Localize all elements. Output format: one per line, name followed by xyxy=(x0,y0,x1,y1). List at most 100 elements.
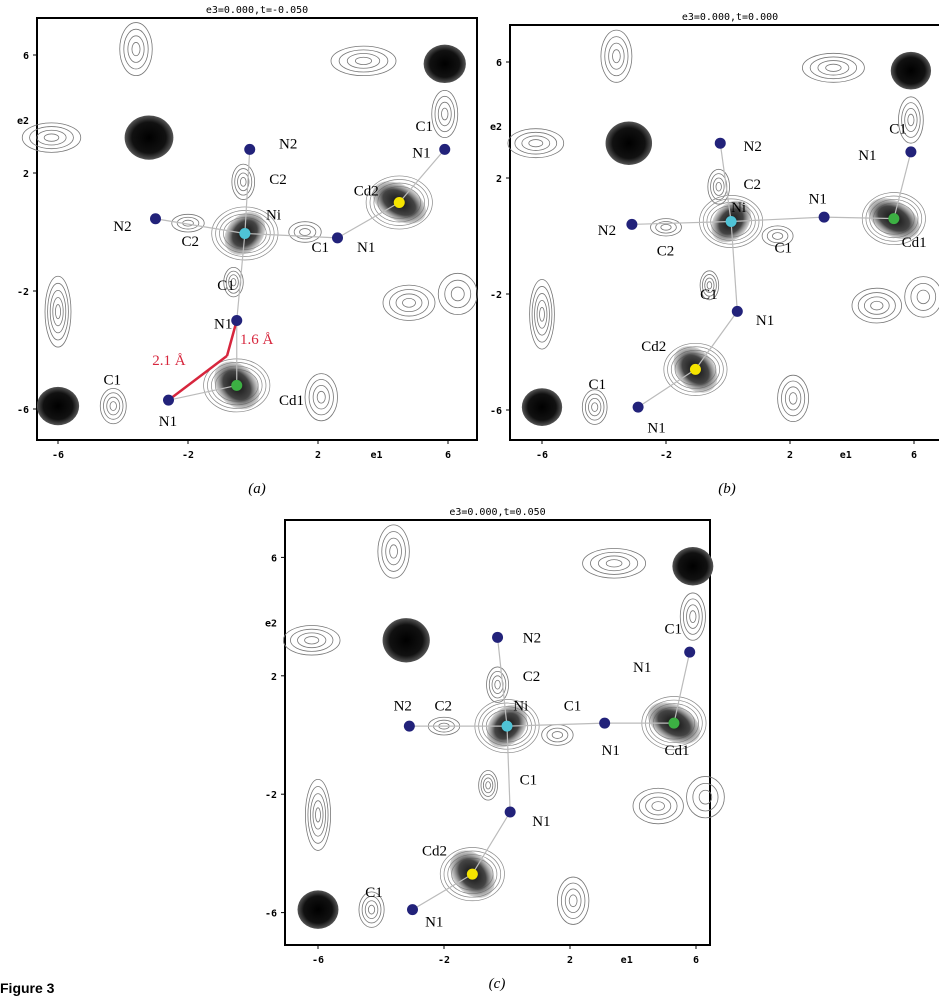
bond xyxy=(637,368,696,408)
bond xyxy=(412,873,473,911)
atom-label: N2 xyxy=(598,223,616,239)
contour xyxy=(539,306,545,322)
contour xyxy=(901,102,921,138)
contour xyxy=(699,195,764,248)
contour xyxy=(441,107,449,121)
contour xyxy=(546,727,569,743)
y-tick-label: 2 xyxy=(496,174,502,185)
contour xyxy=(211,206,279,261)
contour xyxy=(568,894,578,908)
contour xyxy=(338,49,389,73)
atom xyxy=(407,904,418,916)
contour xyxy=(784,386,802,411)
contour xyxy=(689,610,697,623)
panel-title: e3=0.000,t=0.000 xyxy=(682,12,778,23)
contour xyxy=(52,297,64,327)
y-tick-label: -6 xyxy=(265,909,277,920)
contour xyxy=(109,401,117,411)
atom-label: N1 xyxy=(532,814,550,830)
contour xyxy=(682,598,703,635)
y-tick-label: 2 xyxy=(23,169,29,180)
contour xyxy=(488,670,507,699)
contour xyxy=(228,274,239,290)
contour xyxy=(588,397,602,417)
contour xyxy=(916,289,930,305)
atom-label: C1 xyxy=(416,119,434,135)
contour xyxy=(288,221,322,243)
atom xyxy=(163,394,174,406)
atom-label: C1 xyxy=(564,698,582,714)
atom-label: C1 xyxy=(520,772,538,788)
contour xyxy=(131,42,141,57)
contour xyxy=(223,266,244,298)
atom xyxy=(492,631,504,643)
contour xyxy=(529,279,555,350)
atom-label: C1 xyxy=(217,278,235,294)
x-tick-label: -6 xyxy=(536,450,548,461)
contour xyxy=(686,776,725,819)
y-axis-label: e2 xyxy=(17,116,29,127)
contour xyxy=(851,287,902,324)
contour xyxy=(395,293,423,313)
atom-label: C2 xyxy=(182,234,200,250)
panel-tag: (a) xyxy=(248,481,266,497)
density-peak xyxy=(605,121,653,165)
contour xyxy=(304,778,331,851)
atom xyxy=(239,227,251,239)
contour xyxy=(604,36,629,77)
contour xyxy=(389,544,398,559)
atom xyxy=(668,717,680,729)
distance-line xyxy=(225,320,238,357)
contour xyxy=(240,177,247,187)
contour xyxy=(904,276,939,318)
contour xyxy=(638,792,678,820)
contour xyxy=(315,807,321,823)
contour xyxy=(480,773,496,797)
contour xyxy=(312,800,324,830)
contour xyxy=(802,52,865,83)
contour xyxy=(702,198,760,245)
contour xyxy=(514,131,558,155)
contour xyxy=(597,555,631,572)
contour xyxy=(215,210,275,257)
atom-label: C2 xyxy=(657,244,675,260)
x-tick-label: -2 xyxy=(660,450,672,461)
x-axis-label: e1 xyxy=(621,955,633,966)
contour xyxy=(761,225,794,247)
atom-label: N2 xyxy=(279,137,297,153)
contour xyxy=(612,49,621,64)
contour xyxy=(521,135,551,151)
atom xyxy=(501,720,513,732)
density-peak xyxy=(672,547,714,586)
contour xyxy=(582,548,646,579)
atom-label: Cd1 xyxy=(665,743,690,759)
contour xyxy=(698,789,713,805)
bond xyxy=(471,811,511,875)
contour xyxy=(297,632,327,649)
contour xyxy=(478,770,498,801)
contour xyxy=(715,181,722,192)
y-tick-label: -6 xyxy=(490,406,502,417)
atom-label: N1 xyxy=(647,420,665,436)
contour xyxy=(293,224,317,240)
contour xyxy=(443,850,502,898)
contour xyxy=(373,182,425,223)
contour xyxy=(904,108,918,133)
x-tick-label: 6 xyxy=(911,450,917,461)
contour xyxy=(127,35,145,63)
atom-label: C1 xyxy=(312,240,330,256)
y-axis-label: e2 xyxy=(490,122,502,133)
contour xyxy=(234,168,253,196)
atom-label: Cd1 xyxy=(902,235,927,251)
contour xyxy=(44,275,72,348)
bond xyxy=(719,143,732,222)
contour xyxy=(817,60,850,76)
contour xyxy=(176,216,200,230)
bond xyxy=(168,384,237,401)
contour xyxy=(106,396,121,416)
density-peak xyxy=(423,44,466,84)
contour xyxy=(402,297,416,308)
y-tick-label: 2 xyxy=(271,672,277,683)
contour xyxy=(437,101,452,127)
contour xyxy=(857,292,896,320)
